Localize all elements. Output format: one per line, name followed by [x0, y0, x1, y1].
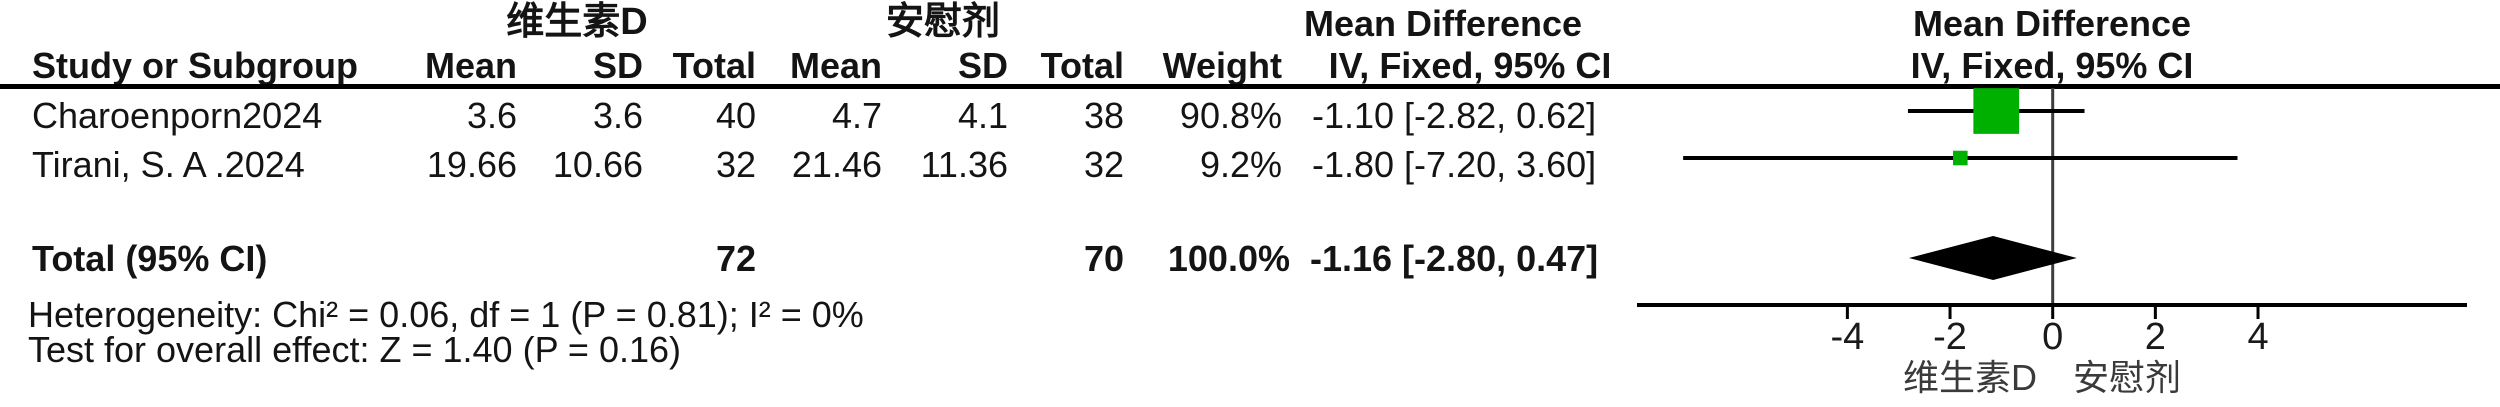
col-header-effect-ci: IV, Fixed, 95% CI — [1328, 45, 1612, 86]
col-header-exp-mean: Mean — [424, 45, 517, 86]
header-divider-rule — [0, 84, 2500, 89]
row-1-ctrl-sd: 11.36 — [920, 144, 1008, 185]
col-header-ctrl-mean: Mean — [789, 45, 882, 86]
favours-right-label: 安慰剂 — [2073, 357, 2181, 398]
col-header-ctrl-total: Total — [1040, 45, 1124, 86]
row-1-ci-text: -1.80 [-7.20, 3.60] — [1312, 144, 1597, 185]
heterogeneity-note: Heterogeneity: Chi² = 0.06, df = 1 (P = … — [28, 294, 864, 335]
col-header-plot-ci: IV, Fixed, 95% CI — [1910, 45, 2194, 86]
col-header-exp-total: Total — [672, 45, 756, 86]
row-0-ctrl-sd: 4.1 — [957, 95, 1008, 136]
x-axis-tick-label: -4 — [1830, 316, 1864, 358]
x-axis-tick-label: 4 — [2247, 316, 2268, 358]
x-axis-tick-label: 0 — [2042, 316, 2063, 358]
row-0-ci-text: -1.10 [-2.82, 0.62] — [1312, 95, 1597, 136]
row-0-study-label: Charoenporn2024 — [32, 95, 323, 136]
study-point-marker — [1973, 88, 2020, 134]
col-header-ctrl-sd: SD — [957, 45, 1008, 86]
total-weight: 100.0% — [1167, 238, 1290, 279]
summary-diamond — [1908, 236, 2077, 280]
row-1-exp-total: 32 — [715, 144, 756, 185]
row-0-exp-total: 40 — [715, 95, 756, 136]
control-group-header: 安慰剂 — [885, 1, 1001, 43]
total-ctrl-total: 70 — [1083, 238, 1124, 279]
experimental-group-header: 维生素D — [506, 1, 648, 43]
row-0-ctrl-mean: 4.7 — [831, 95, 882, 136]
effect-column-group-header: Mean Difference — [1303, 3, 1583, 44]
total-exp-total: 72 — [715, 238, 756, 279]
row-1-weight: 9.2% — [1199, 144, 1282, 185]
row-0-ctrl-total: 38 — [1083, 95, 1124, 136]
row-0-exp-mean: 3.6 — [466, 95, 517, 136]
row-0-exp-sd: 3.6 — [592, 95, 643, 136]
favours-left-label: 维生素D — [1903, 357, 2037, 398]
col-header-study: Study or Subgroup — [32, 45, 358, 86]
total-row-label: Total (95% CI) — [32, 238, 268, 279]
study-point-marker — [1953, 150, 1968, 166]
row-1-study-label: Tirani, S. A .2024 — [32, 144, 305, 185]
row-1-ctrl-total: 32 — [1083, 144, 1124, 185]
x-axis-tick-label: 2 — [2145, 316, 2166, 358]
col-header-weight: Weight — [1162, 45, 1282, 86]
plot-group-header: Mean Difference — [1912, 3, 2192, 44]
row-1-exp-sd: 10.66 — [552, 144, 643, 185]
row-0-weight: 90.8% — [1179, 95, 1282, 136]
col-header-exp-sd: SD — [592, 45, 643, 86]
overall-effect-note: Test for overall effect: Z = 1.40 (P = 0… — [28, 329, 682, 370]
x-axis-tick-label: -2 — [1933, 316, 1967, 358]
row-1-exp-mean: 19.66 — [426, 144, 517, 185]
row-1-ctrl-mean: 21.46 — [791, 144, 882, 185]
total-ci-text: -1.16 [-2.80, 0.47] — [1310, 238, 1599, 279]
